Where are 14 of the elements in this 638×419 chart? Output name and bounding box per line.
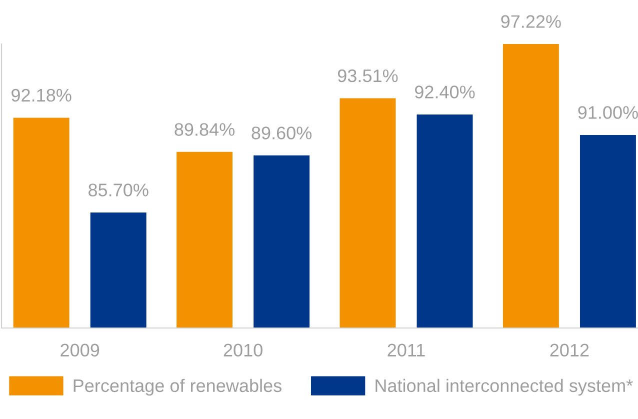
data-label: 91.00% xyxy=(578,106,638,119)
data-label: 89.60% xyxy=(252,126,312,140)
legend-label: Percentage of renewables xyxy=(74,378,282,396)
legend-label: National interconnected system* xyxy=(376,378,633,396)
data-label: 85.70% xyxy=(88,184,148,196)
data-label: 92.18% xyxy=(12,88,72,102)
data-label: 93.51% xyxy=(338,69,398,82)
x-tick-label: 2011 xyxy=(388,344,425,357)
data-label: 97.22% xyxy=(501,15,561,28)
data-label: 89.84% xyxy=(174,123,235,136)
x-tick-label: 2010 xyxy=(224,344,262,357)
data-label: 92.40% xyxy=(414,86,475,98)
x-tick-label: 2009 xyxy=(60,344,100,357)
x-tick-label: 2012 xyxy=(550,344,589,357)
